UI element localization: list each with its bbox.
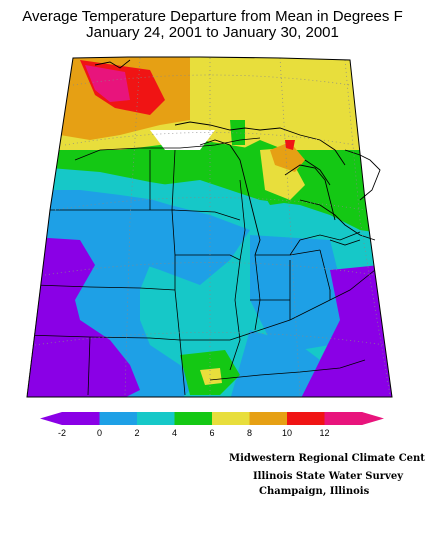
legend-swatch [324, 412, 363, 425]
legend-swatch [137, 412, 175, 425]
credit-line3: Champaign, Illinois [259, 486, 370, 497]
legend-tick-label: 0 [97, 428, 102, 438]
credit-line1: Midwestern Regional Climate Center [229, 453, 425, 464]
legend-color-bar [40, 412, 384, 425]
legend-tick-label: 2 [134, 428, 139, 438]
map-title-line1: Average Temperature Departure from Mean … [22, 8, 403, 25]
legend-swatch [99, 412, 138, 425]
legend-swatch [174, 412, 213, 425]
legend-tick-label: 4 [172, 428, 177, 438]
legend-arrow-high [362, 412, 384, 425]
legend-swatch [62, 412, 100, 425]
legend-tick-labels: -2 0 2 4 6 8 10 12 [58, 428, 330, 438]
legend-tick-label: 12 [319, 428, 329, 438]
state-boundaries [27, 137, 376, 396]
credit-line2: Illinois State Water Survey [253, 471, 404, 482]
map-frame [26, 56, 393, 398]
legend-swatch [287, 412, 325, 425]
legend-arrow-low [40, 412, 62, 425]
legend-tick-label: -2 [58, 428, 66, 438]
legend-swatch [249, 412, 288, 425]
legend-tick-label: 6 [209, 428, 214, 438]
legend-tick-label: 10 [282, 428, 292, 438]
legend-tick-label: 8 [247, 428, 252, 438]
legend-swatch [212, 412, 250, 425]
map-title-line2: January 24, 2001 to January 30, 2001 [86, 24, 339, 41]
